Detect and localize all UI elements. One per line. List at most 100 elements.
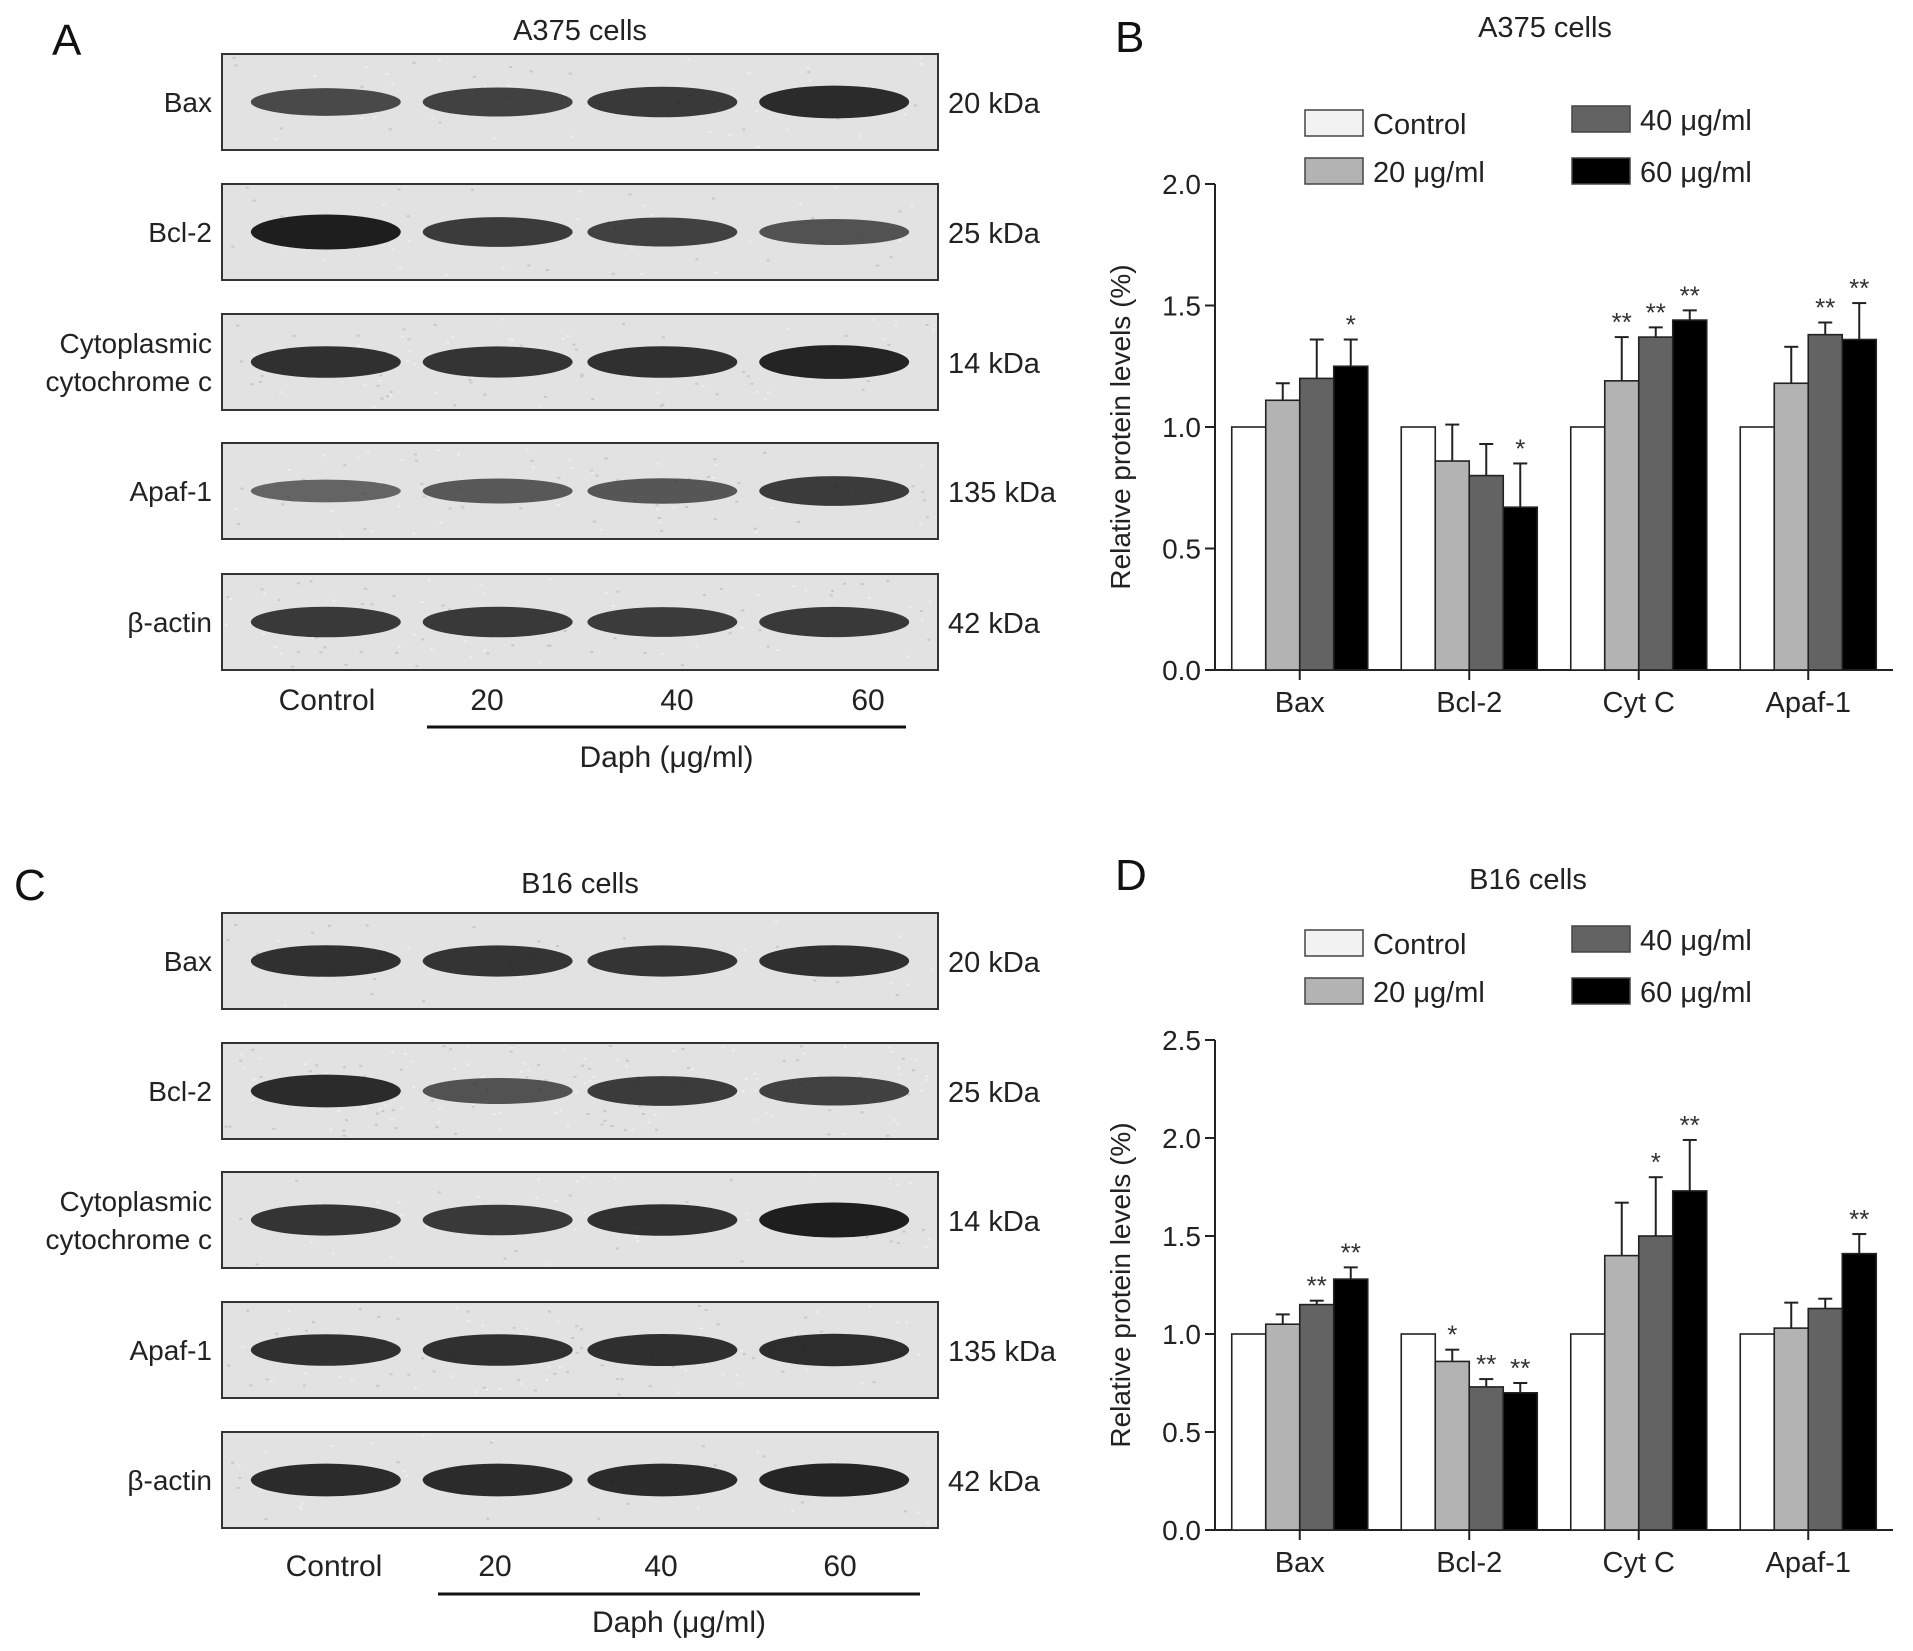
blot-noise	[916, 1511, 920, 1514]
blot-noise	[903, 1510, 907, 1513]
blot-noise	[231, 245, 235, 248]
blot-noise	[519, 507, 523, 510]
blot-band	[587, 478, 738, 504]
blot-noise	[672, 1049, 676, 1052]
blot-noise	[592, 1075, 596, 1078]
legend-swatch	[1571, 977, 1631, 1005]
blot-kda-label: 42 kDa	[948, 608, 1041, 640]
blot-noise	[590, 469, 594, 472]
blot-noise	[802, 1052, 806, 1055]
blot-noise	[277, 939, 281, 942]
blot-band	[422, 1463, 573, 1497]
blot-noise	[302, 478, 306, 481]
blot-noise	[310, 1241, 314, 1244]
chart-title: B16 cells	[1469, 864, 1587, 896]
blot-noise	[516, 1378, 520, 1381]
blot-band	[422, 87, 573, 117]
blot-noise	[756, 594, 760, 597]
blot-noise	[548, 644, 552, 647]
blot-noise	[518, 1333, 522, 1336]
blot-band	[422, 478, 573, 504]
blot-noise	[571, 135, 575, 138]
blot-noise	[415, 664, 419, 667]
blot-noise	[519, 1382, 523, 1385]
blot-noise	[642, 204, 646, 207]
bar	[1569, 1333, 1606, 1531]
blot-band	[759, 218, 910, 246]
blot-noise	[889, 256, 893, 259]
blot-noise	[530, 459, 534, 462]
blot-noise	[279, 127, 283, 130]
blot-noise	[342, 1066, 346, 1069]
blot-noise	[399, 1214, 403, 1217]
blot-noise	[635, 1235, 639, 1238]
blot-noise	[446, 341, 450, 344]
blot-noise	[234, 923, 238, 926]
blot-noise	[322, 454, 326, 457]
blot-noise	[581, 1064, 585, 1067]
blot-noise	[378, 1108, 382, 1111]
blot-noise	[927, 638, 931, 641]
blot-noise	[559, 610, 563, 613]
blot-noise	[501, 267, 505, 270]
blot-noise	[741, 1090, 745, 1093]
blot-noise	[603, 1119, 607, 1122]
blot-noise	[228, 598, 232, 601]
blot-noise	[321, 258, 325, 261]
blot-noise	[728, 632, 732, 635]
bar	[1298, 1303, 1335, 1531]
blot-noise	[910, 205, 914, 208]
blot-noise	[617, 1393, 621, 1396]
blot-noise	[232, 56, 236, 59]
blot-noise	[592, 520, 596, 523]
blot-noise	[858, 1076, 862, 1079]
blot-noise	[743, 948, 747, 951]
blot-noise	[843, 582, 847, 585]
blot-noise	[264, 1450, 268, 1453]
bar	[1637, 336, 1674, 671]
blot-noise	[547, 1310, 551, 1313]
blot-noise	[301, 1502, 305, 1505]
blot-row: Bax 20 kDa	[164, 912, 1041, 1010]
blot-noise	[890, 1050, 894, 1053]
blot-band	[422, 1204, 573, 1236]
blot-kda-label: 135 kDa	[948, 477, 1057, 509]
blot-noise	[343, 464, 347, 467]
legend-swatch	[1304, 929, 1364, 957]
blot-noise	[389, 391, 393, 394]
blot-noise	[909, 1182, 913, 1185]
bar	[1264, 1323, 1301, 1531]
blot-noise	[453, 1067, 457, 1070]
blot-noise	[687, 477, 691, 480]
blot-noise	[616, 1247, 620, 1250]
blot-noise	[360, 117, 364, 120]
blot-noise	[886, 580, 890, 583]
blot-noise	[656, 508, 660, 511]
blot-noise	[407, 1373, 411, 1376]
legend-label: 40 μg/ml	[1640, 925, 1752, 957]
significance-mark: **	[1307, 1271, 1327, 1301]
blot-noise	[753, 1118, 757, 1121]
blot-noise	[466, 1045, 470, 1048]
blot-noise	[549, 578, 553, 581]
blot-noise	[287, 468, 291, 471]
blot-noise	[715, 272, 719, 275]
blot-noise	[239, 1059, 243, 1062]
blot-band	[759, 1463, 910, 1497]
bar	[1841, 338, 1878, 671]
blot-noise	[739, 1349, 743, 1352]
blot-noise	[740, 626, 744, 629]
blot-noise	[793, 1332, 797, 1335]
blot-noise	[820, 1330, 824, 1333]
blot-noise	[376, 1201, 380, 1204]
blot-noise	[746, 375, 750, 378]
blot-noise	[763, 398, 767, 401]
blot-noise	[529, 70, 533, 73]
blot-noise	[483, 649, 487, 652]
blot-noise	[405, 1475, 409, 1478]
blot-noise	[508, 338, 512, 341]
blot-row: Bax 20 kDa	[164, 53, 1041, 151]
blot-noise	[304, 1372, 308, 1375]
blot-noise	[296, 650, 300, 653]
blot-noise	[239, 1217, 243, 1220]
